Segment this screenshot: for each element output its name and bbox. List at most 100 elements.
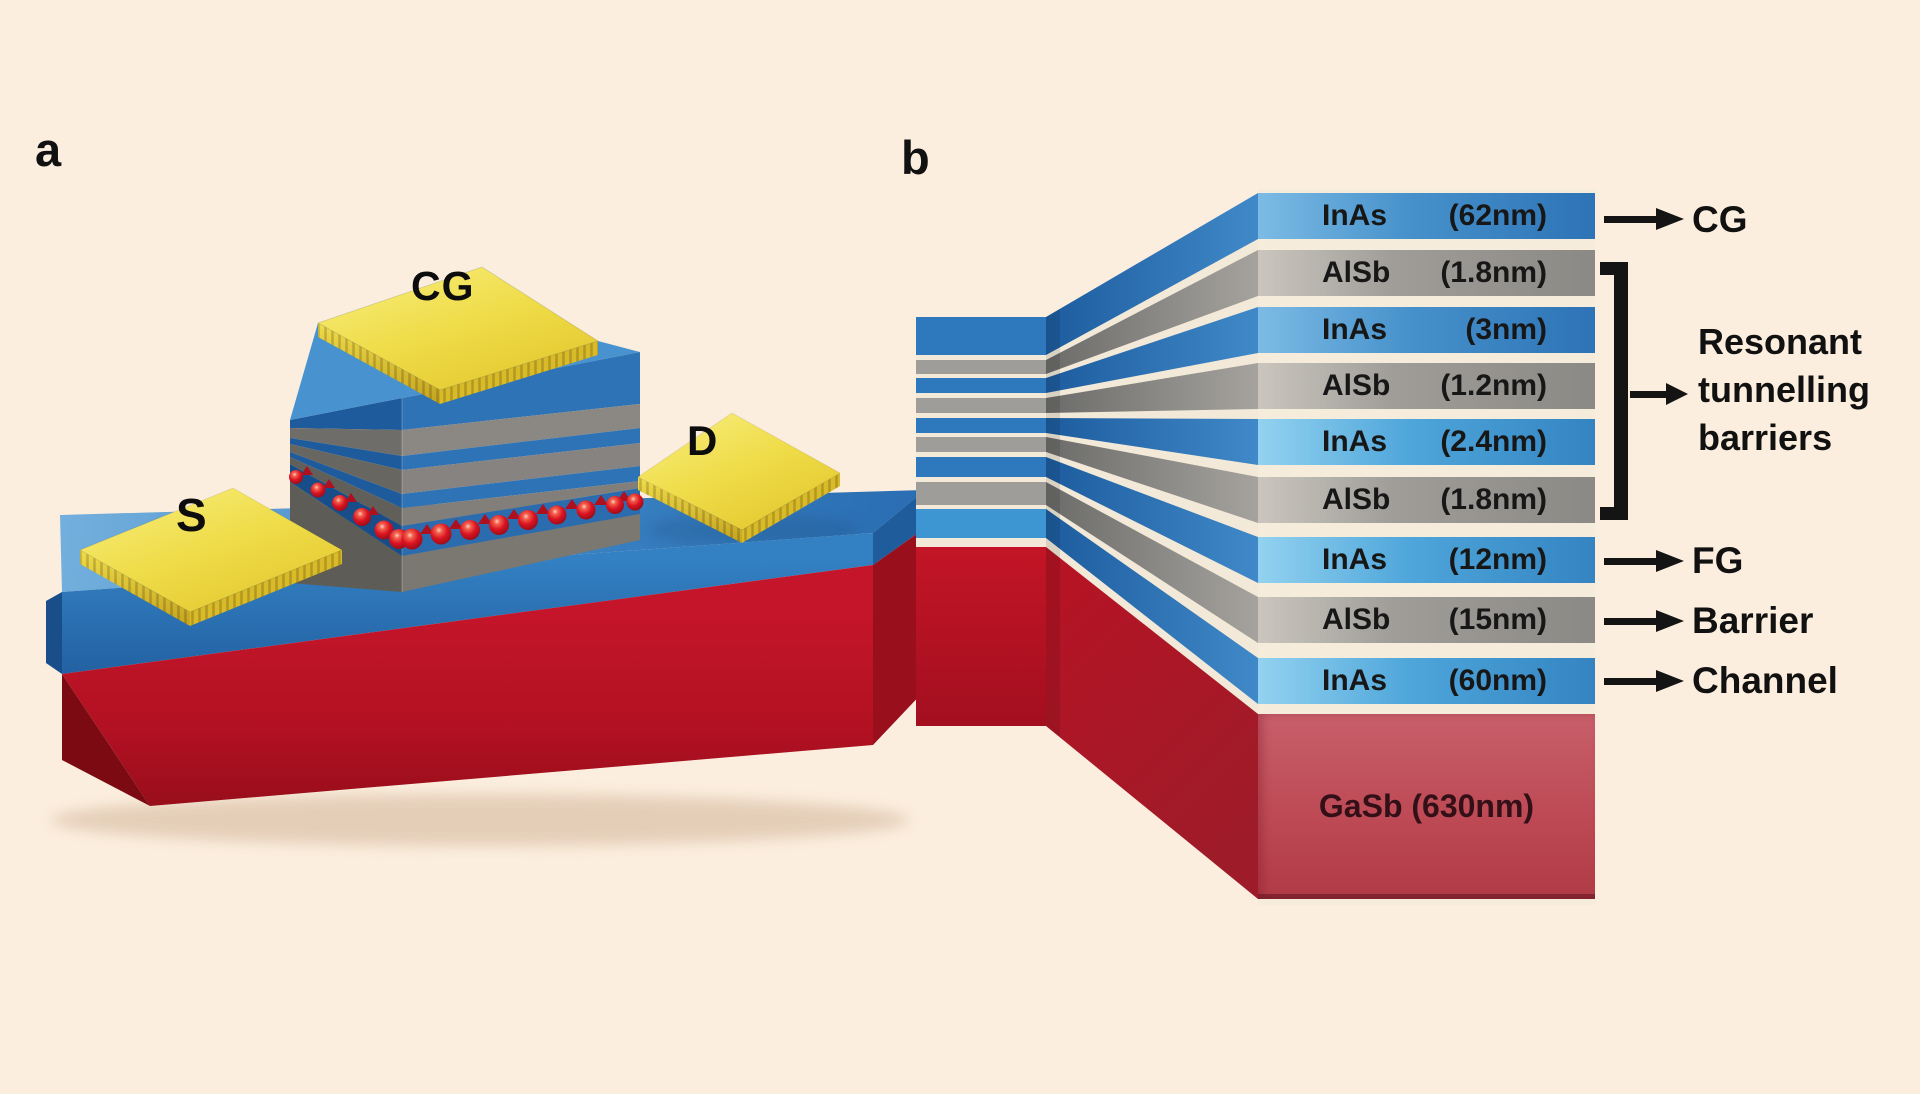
- layer-material: InAs: [1322, 425, 1388, 458]
- quantum-dot: [576, 500, 596, 520]
- quantum-dot-small: [449, 519, 463, 529]
- mesa-stripe: [290, 452, 402, 508]
- quantum-dot-small: [301, 466, 313, 475]
- cross-section-strip: [916, 317, 1047, 726]
- panel-a-label: a: [35, 123, 62, 176]
- quantum-dot: [430, 523, 452, 545]
- channel-left-face: [46, 592, 62, 674]
- layer-row-inas-62: InAs (62nm): [1258, 193, 1595, 239]
- callout-fg-label: FG: [1692, 540, 1744, 581]
- layer-row-inas-12: InAs (12nm): [1258, 537, 1595, 583]
- strip-layer-blue: [916, 418, 1047, 433]
- layer-thickness: (60nm): [1448, 664, 1547, 697]
- substrate-left-face: [62, 674, 150, 806]
- panel-a-device: [46, 266, 925, 846]
- quantum-dot: [518, 510, 538, 530]
- fan-blue: [1046, 307, 1258, 393]
- mesa-stripe: [290, 444, 402, 494]
- quantum-dot: [310, 482, 326, 498]
- layer-material: AlSb: [1322, 483, 1391, 516]
- fan-gray: [1046, 437, 1258, 523]
- quantum-dot-small: [478, 514, 492, 524]
- quantum-dot: [489, 515, 509, 535]
- mesa-stripe: [402, 514, 640, 592]
- ground-shadow: [50, 794, 910, 846]
- layer-row-inas-3: InAs (3nm): [1258, 307, 1595, 353]
- layer-thickness: (1.8nm): [1440, 483, 1547, 516]
- fold-shade: [1046, 309, 1060, 737]
- channel-front-face: [62, 533, 873, 674]
- layer-thickness: (1.8nm): [1440, 256, 1547, 289]
- pad-top-face: [637, 412, 842, 531]
- pad-fringe-texture: [80, 550, 190, 626]
- mesa-stripe: [402, 428, 640, 470]
- layer-row-inas-2-4: InAs (2.4nm): [1258, 419, 1595, 465]
- quantum-dot: [353, 508, 371, 526]
- quantum-dot: [289, 470, 303, 484]
- strip-layer-blue: [916, 457, 1047, 477]
- pad-fringe-texture: [742, 473, 840, 543]
- pad-top-face: [316, 266, 600, 391]
- quantum-dot: [374, 520, 394, 540]
- strip-layer-red: [916, 547, 1047, 726]
- mesa-stripe: [402, 466, 640, 508]
- quantum-dot: [547, 505, 567, 525]
- strip-layer-blue: [916, 378, 1047, 393]
- layer-row-alsb-1-2: AlSb (1.2nm): [1258, 363, 1595, 409]
- callout-rtb-label: Resonant tunnelling barriers: [1698, 318, 1870, 462]
- quantum-dot-small: [565, 499, 579, 509]
- layer-thickness: (2.4nm): [1440, 425, 1547, 458]
- quantum-dot-array-right: [401, 491, 644, 550]
- source-contact-label: S: [176, 489, 208, 541]
- pad-fringe-texture: [638, 477, 742, 543]
- mesa-stripe: [290, 398, 402, 430]
- rtb-bracket-icon: [1600, 262, 1628, 520]
- layer-row-inas-60: InAs (60nm): [1258, 658, 1595, 704]
- layer-material: InAs: [1322, 664, 1388, 697]
- quantum-dot: [626, 493, 644, 511]
- layer-thickness: (12nm): [1448, 543, 1547, 576]
- pad-top-face: [78, 487, 344, 613]
- channel-right-face: [873, 490, 925, 565]
- quantum-dot-small: [367, 506, 379, 515]
- mesa-stripe: [290, 438, 402, 470]
- layer-material: AlSb: [1322, 256, 1391, 289]
- rtb-line: tunnelling: [1698, 369, 1870, 410]
- quantum-dot-small: [323, 479, 335, 488]
- layer-row-alsb-1-8b: AlSb (1.8nm): [1258, 477, 1595, 523]
- layer-thickness: (62nm): [1448, 199, 1547, 232]
- arrow-right-icon: [1630, 383, 1688, 405]
- quantum-dot: [460, 520, 480, 540]
- contact-pad-source: [78, 487, 344, 626]
- fan-blue: [1046, 193, 1258, 355]
- fan-gray: [1046, 250, 1258, 374]
- pad-fringe-texture: [190, 550, 342, 626]
- strip-layer-gray: [916, 437, 1047, 452]
- quantum-dot-small: [420, 524, 434, 534]
- quantum-dot-array-left: [289, 466, 409, 549]
- layer-row-alsb-15: AlSb (15nm): [1258, 597, 1595, 643]
- layer-row-alsb-1-8: AlSb (1.8nm): [1258, 250, 1595, 296]
- arrow-right-icon: [1604, 670, 1684, 692]
- layer-material: InAs: [1322, 313, 1388, 346]
- arrow-right-icon: [1604, 550, 1684, 572]
- quantum-dot-small: [536, 504, 550, 514]
- substrate-front-face: [62, 565, 873, 806]
- rtb-line: barriers: [1698, 417, 1833, 458]
- quantum-dot: [606, 496, 624, 514]
- layer-thickness: (3nm): [1465, 313, 1547, 346]
- control-gate-contact-label: CG: [411, 263, 475, 309]
- fan-red: [1046, 547, 1258, 899]
- substrate-label: GaSb (630nm): [1318, 788, 1535, 824]
- quantum-dot: [332, 495, 348, 511]
- layer-material: AlSb: [1322, 369, 1391, 402]
- mesa-right-face: [402, 352, 640, 592]
- layer-material: InAs: [1322, 199, 1388, 232]
- drain-contact-label: D: [687, 417, 719, 464]
- mesa-stripe: [290, 428, 402, 456]
- layer-material: InAs: [1322, 543, 1388, 576]
- rtb-line: Resonant: [1698, 321, 1863, 362]
- contact-pad-drain: [637, 412, 842, 543]
- strip-layer-blue: [916, 509, 1047, 538]
